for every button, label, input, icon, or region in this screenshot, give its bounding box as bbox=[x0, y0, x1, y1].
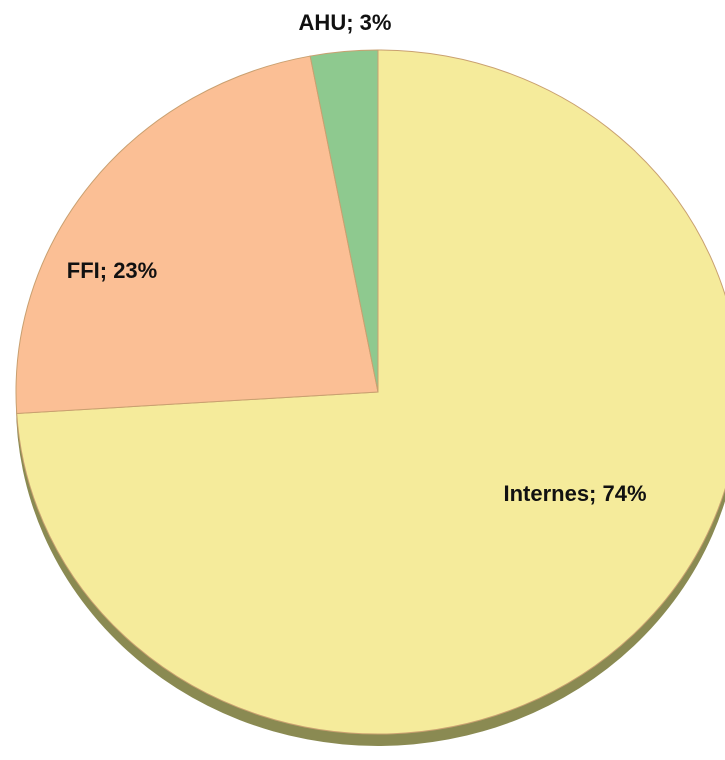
data-label: AHU; 3% bbox=[299, 10, 392, 35]
pie-slice bbox=[309, 49, 379, 393]
pie bbox=[15, 49, 725, 735]
data-label: Internes; 74% bbox=[503, 481, 646, 506]
pie-slice bbox=[16, 49, 725, 735]
data-label: FFI; 23% bbox=[67, 258, 157, 283]
pie-slice bbox=[15, 55, 379, 415]
labels: Internes; 74% FFI; 23% AHU; 3% bbox=[67, 10, 647, 506]
